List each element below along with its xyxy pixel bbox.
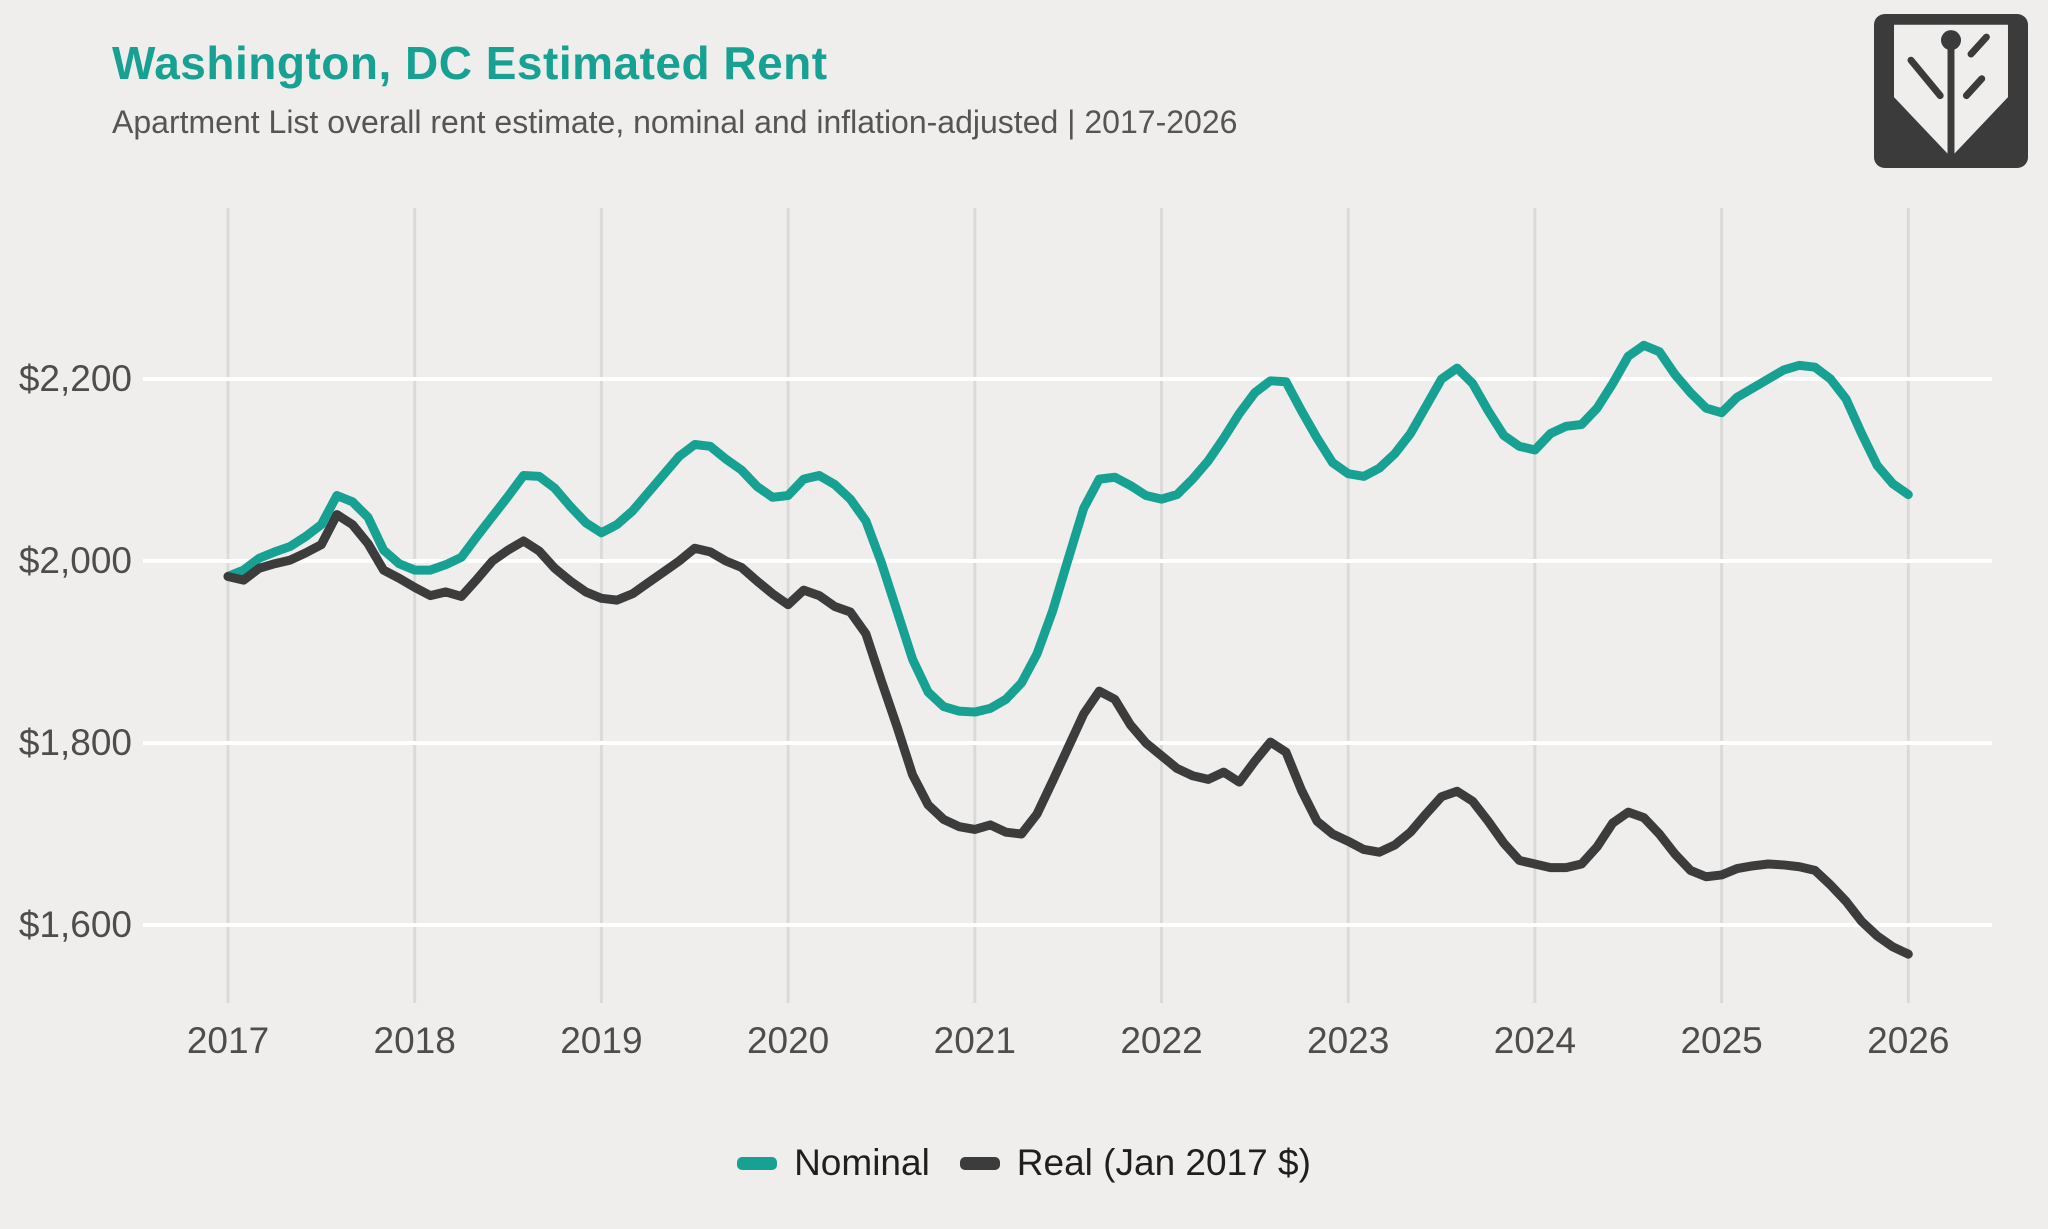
vertical-gridlines: [226, 208, 1910, 1003]
x-tick-label: 2022: [1120, 1020, 1203, 1061]
x-tick-label: 2019: [560, 1020, 643, 1061]
chart-legend: Nominal Real (Jan 2017 $): [0, 1140, 2048, 1186]
x-tick-label: 2020: [746, 1020, 830, 1061]
y-tick-label: $2,000: [18, 540, 132, 581]
apartment-list-logo: [1874, 14, 2028, 168]
legend-item-real: Real (Jan 2017 $): [959, 1142, 1311, 1183]
nominal-series-swatch: [737, 1156, 778, 1170]
x-tick-label: 2018: [373, 1020, 456, 1061]
series-line-real-jan-2017-: [223, 510, 1913, 959]
series-line-nominal: [223, 340, 1913, 717]
x-tick-label: 2025: [1680, 1020, 1763, 1061]
page-title: Washington, DC Estimated Rent: [112, 37, 828, 89]
page-subtitle: Apartment List overall rent estimate, no…: [112, 104, 1238, 140]
y-tick-label: $1,800: [18, 722, 132, 763]
x-tick-label: 2021: [933, 1020, 1016, 1061]
y-tick-label: $1,600: [18, 904, 132, 945]
real-series-swatch: [959, 1156, 1000, 1170]
data-series: [223, 340, 1913, 959]
legend-label-real: Real (Jan 2017 $): [1016, 1142, 1311, 1183]
x-tick-label: 2023: [1307, 1020, 1390, 1061]
y-tick-label: $2,200: [18, 358, 132, 399]
x-tick-label: 2026: [1867, 1020, 1950, 1061]
x-tick-label: 2024: [1493, 1020, 1577, 1061]
legend-item-nominal: Nominal: [737, 1143, 930, 1183]
x-tick-label: 2017: [186, 1020, 270, 1061]
legend-label-nominal: Nominal: [794, 1142, 930, 1183]
horizontal-gridlines: [143, 377, 1992, 927]
